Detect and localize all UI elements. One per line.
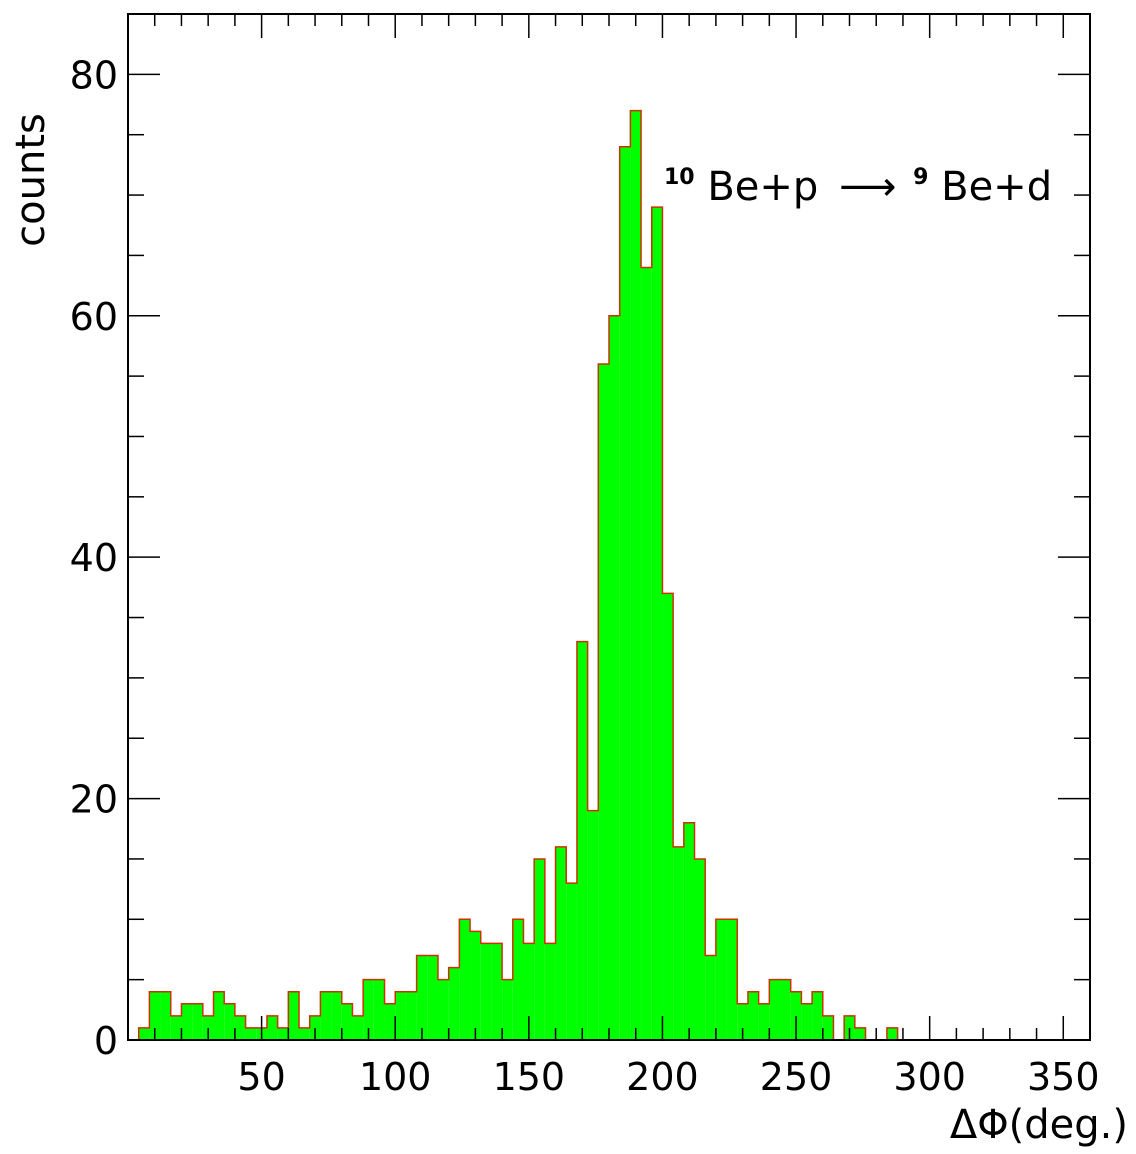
y-tick-label: 40 (70, 536, 118, 580)
annotation-products: Be+d (941, 164, 1052, 210)
histogram-bar (277, 1027, 289, 1040)
histogram-bar (480, 943, 492, 1040)
annotation-superscript-10: 10 (664, 165, 695, 190)
histogram-bar (149, 991, 161, 1040)
histogram-bar (737, 1003, 748, 1040)
histogram-bar (416, 955, 428, 1040)
histogram-bar (224, 1003, 235, 1040)
histogram-bar (694, 858, 706, 1040)
histogram-bar (705, 955, 716, 1040)
histogram-bar (160, 991, 171, 1040)
histogram-bar (769, 979, 781, 1040)
x-axis-title: ΔΦ(deg.) (950, 1102, 1128, 1148)
histogram-bar (609, 315, 620, 1040)
histogram-bar (854, 1027, 866, 1040)
histogram-bar (448, 967, 460, 1040)
histogram-bar (491, 943, 503, 1040)
histogram-bar (170, 1015, 182, 1040)
histogram-bar (747, 991, 759, 1040)
histogram-bar (427, 955, 438, 1040)
histogram-bar (363, 979, 374, 1040)
histogram-bar (341, 1003, 353, 1040)
histogram-bar (405, 991, 417, 1040)
histogram-bar (181, 1003, 193, 1040)
axis-ticks (128, 13, 1090, 1040)
histogram-bar (373, 979, 385, 1040)
histogram-bar (630, 110, 642, 1041)
histogram-bar (502, 979, 513, 1040)
histogram-bar (395, 991, 406, 1040)
histogram-bar (651, 207, 663, 1041)
histogram-bar (555, 846, 567, 1040)
histogram-bar (812, 991, 823, 1040)
x-tick-label: 50 (237, 1055, 285, 1099)
histogram-bar (726, 919, 738, 1040)
histogram-bar (138, 1027, 150, 1040)
histogram-bar (780, 979, 791, 1040)
y-tick-labels: 0 20 40 60 80 (70, 53, 118, 1063)
histogram-bar (641, 267, 652, 1040)
x-tick-label: 350 (1027, 1055, 1100, 1099)
histogram-bar (822, 1015, 834, 1040)
histogram-bar (534, 858, 545, 1040)
histogram-bar (523, 943, 535, 1040)
histogram-bar (544, 943, 556, 1040)
histogram-bar (309, 1015, 321, 1040)
histogram-bar (288, 991, 300, 1040)
histogram-bar (202, 1015, 214, 1040)
histogram-bar (266, 1015, 278, 1040)
histogram-bar (352, 1015, 364, 1040)
x-tick-label: 100 (359, 1055, 432, 1099)
histogram-bar (566, 883, 577, 1040)
histogram-bar (245, 1027, 257, 1040)
histogram-bar (587, 810, 599, 1040)
x-tick-label: 300 (893, 1055, 966, 1099)
histogram-bar (512, 919, 524, 1040)
histogram-bar (715, 919, 727, 1040)
x-tick-label: 250 (760, 1055, 833, 1099)
x-tick-label: 200 (626, 1055, 699, 1099)
histogram-outline (137, 109, 1090, 1041)
histogram-bars (138, 110, 898, 1041)
y-axis-title: counts (8, 113, 54, 247)
x-tick-label: 150 (493, 1055, 566, 1099)
histogram-bar (437, 979, 449, 1040)
reaction-annotation: 10 Be+p ⟶ 9 Be+d (664, 148, 1052, 210)
annotation-superscript-9: 9 (913, 165, 928, 190)
histogram-bar (576, 641, 588, 1040)
histogram-bar (384, 1003, 396, 1040)
histogram-bar (758, 1003, 770, 1040)
histogram-bar (662, 593, 674, 1040)
histogram-bar (192, 1003, 203, 1040)
y-tick-label: 80 (70, 53, 118, 97)
histogram-bar (459, 919, 471, 1040)
histogram-bar (234, 1015, 246, 1040)
histogram-bar (790, 991, 802, 1040)
annotation-arrow: ⟶ (839, 164, 896, 210)
y-tick-label: 0 (94, 1019, 118, 1063)
histogram-bar (213, 991, 225, 1040)
histogram-bar (598, 364, 609, 1040)
histogram-bar (801, 1003, 813, 1040)
histogram-bar (619, 146, 631, 1040)
histogram-bar (331, 991, 342, 1040)
y-tick-label: 60 (70, 295, 118, 339)
histogram-bar (673, 846, 684, 1040)
histogram-bar (299, 1027, 310, 1040)
y-tick-label: 20 (70, 778, 118, 822)
x-tick-labels: 50 100 150 200 250 300 350 (237, 1055, 1099, 1099)
histogram-bar (320, 991, 332, 1040)
histogram-bar (683, 822, 695, 1040)
histogram-bar (470, 931, 481, 1040)
histogram-bar (886, 1027, 898, 1040)
annotation-reactants: Be+p (707, 164, 818, 210)
histogram-bar (844, 1015, 855, 1040)
